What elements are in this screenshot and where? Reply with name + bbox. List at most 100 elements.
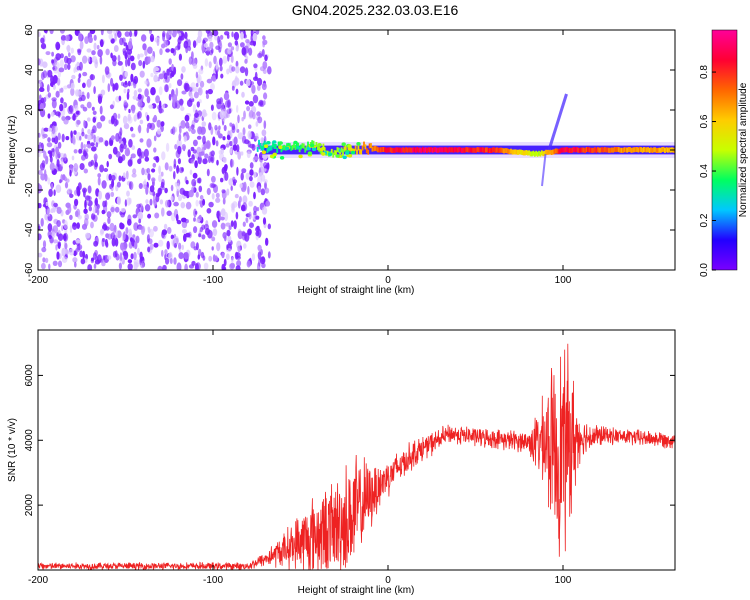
- spectrogram-noise-blob: [55, 111, 61, 117]
- spectrogram-noise-blob: [199, 80, 205, 88]
- spectrogram-noise-blob: [242, 221, 246, 227]
- spectrogram-noise-blob: [206, 187, 211, 196]
- spectrogram-noise-blob: [262, 35, 266, 41]
- spectrogram-noise-blob: [183, 82, 188, 91]
- spectrogram-noise-blob: [170, 48, 175, 54]
- spectrogram-noise-blob: [230, 158, 233, 168]
- spectrogram-ridge-cell: [384, 147, 386, 153]
- spectrogram-noise-blob: [52, 84, 56, 90]
- spectrogram-noise-blob: [97, 49, 103, 58]
- spectrogram-noise-blob: [136, 203, 142, 209]
- spectrogram-noise-blob: [196, 35, 202, 44]
- spectrogram-ridge-cell: [445, 147, 448, 153]
- spectrogram-ridge-cell: [360, 149, 363, 155]
- spectrogram-noise-blob: [83, 189, 86, 198]
- spectrogram-noise-blob: [209, 41, 214, 49]
- spectrogram-noise-blob: [210, 104, 214, 111]
- spectrogram-noise-blob: [100, 115, 106, 122]
- spectrogram-noise-blob: [80, 104, 85, 109]
- spectrogram-noise-blob: [125, 227, 129, 235]
- spectrogram-ridge-cell: [379, 147, 382, 153]
- spectrogram-noise-blob: [137, 100, 143, 108]
- spectrogram-ridge-cell: [518, 149, 521, 155]
- spectrogram-noise-blob: [124, 148, 131, 157]
- spectrogram-ridge-cell: [557, 148, 560, 154]
- spectrogram-noise-blob: [229, 263, 235, 270]
- spectrogram-noise-blob: [177, 194, 183, 202]
- spectrogram-ridge-cell: [640, 147, 643, 153]
- spectrogram-noise-blob: [143, 184, 147, 190]
- spectrogram-noise-blob: [106, 160, 109, 168]
- spectrogram-ridge-cell: [630, 147, 633, 153]
- spectrogram-noise-blob: [230, 220, 234, 228]
- spectrogram-noise-blob: [156, 38, 160, 47]
- spectrogram-noise-blob: [75, 239, 81, 244]
- spectrogram-noise-blob: [82, 55, 88, 64]
- spectrogram-ridge-cell: [371, 146, 374, 152]
- spectrogram-noise-blob: [95, 142, 99, 148]
- spectrogram-noise-blob: [50, 183, 54, 190]
- spectrogram-ridge-blob: [272, 140, 277, 144]
- spectrogram-noise-blob: [154, 212, 160, 219]
- spectrogram-noise-blob: [216, 101, 222, 110]
- spectrogram-noise-blob: [72, 240, 77, 246]
- spectrogram-noise-blob: [188, 189, 194, 198]
- spectrogram-noise-blob: [121, 65, 124, 74]
- spectrogram-ridge-cell: [634, 147, 637, 153]
- spectrogram-ridge-cell: [521, 150, 524, 155]
- spectrogram-noise-blob: [86, 101, 92, 109]
- spectrogram-y-tick-label: -60: [24, 262, 35, 277]
- spectrogram-noise-blob: [54, 61, 60, 70]
- spectrogram-noise-blob: [192, 104, 196, 114]
- spectrogram-ridge-cell: [364, 144, 367, 150]
- spectrogram-noise-blob: [119, 37, 124, 46]
- spectrogram-noise-blob: [227, 135, 231, 141]
- spectrogram-ridge-cell: [575, 146, 578, 152]
- spectrogram-noise-blob: [208, 201, 214, 208]
- spectrogram-ridge-blob: [321, 152, 326, 156]
- spectrogram-ridge-cell: [560, 147, 563, 153]
- spectrogram-ridge-cell: [658, 147, 661, 153]
- spectrogram-noise-blob: [55, 90, 60, 98]
- spectrogram-ridge-cell: [304, 147, 307, 153]
- spectrogram-noise-blob: [252, 94, 259, 104]
- spectrogram-noise-blob: [69, 169, 72, 177]
- spectrogram-noise-blob: [61, 256, 68, 263]
- spectrogram-noise-blob: [59, 59, 64, 68]
- spectrogram-noise-blob: [56, 206, 62, 214]
- spectrogram-noise-blob: [231, 256, 234, 264]
- spectrogram-ridge-cell: [620, 147, 623, 153]
- spectrogram-noise-blob: [171, 126, 176, 135]
- spectrogram-noise-blob: [97, 176, 101, 186]
- spectrogram-noise-blob: [96, 121, 102, 129]
- spectrogram-noise-blob: [71, 155, 75, 161]
- spectrogram-ridge-cell: [644, 147, 647, 153]
- spectrogram-noise-blob: [184, 219, 189, 224]
- spectrogram-noise-blob: [219, 153, 225, 161]
- spectrogram-ridge-cell: [514, 149, 517, 155]
- spectrogram-ridge-blob: [356, 142, 361, 146]
- spectrogram-noise-blob: [64, 242, 68, 250]
- spectrogram-noise-blob: [166, 210, 172, 217]
- spectrogram-noise-blob: [124, 199, 128, 207]
- spectrogram-noise-blob: [68, 52, 71, 57]
- spectrogram-noise-blob: [248, 211, 252, 220]
- spectrogram-ridge-cell: [594, 147, 596, 153]
- spectrogram-ridge-cell: [619, 147, 622, 153]
- spectrogram-ridge-cell: [386, 147, 389, 153]
- colorbar-gradient: [712, 30, 737, 270]
- spectrogram-noise-blob: [158, 165, 162, 175]
- spectrogram-ridge-cell: [664, 148, 666, 153]
- spectrogram-noise-blob: [117, 156, 123, 164]
- spectrogram-noise-blob: [224, 31, 230, 36]
- spectrogram-ridge-cell: [363, 141, 365, 147]
- spectrogram-noise-blob: [261, 256, 266, 263]
- spectrogram-ridge-cell: [666, 147, 669, 153]
- spectrogram-ridge-cell: [641, 147, 644, 153]
- spectrogram-noise-blob: [69, 214, 73, 220]
- spectrogram-ridge-cell: [269, 145, 272, 151]
- spectrogram-noise-blob: [78, 73, 82, 79]
- spectrogram-noise-blob: [134, 241, 138, 250]
- spectrogram-noise-blob: [73, 67, 76, 74]
